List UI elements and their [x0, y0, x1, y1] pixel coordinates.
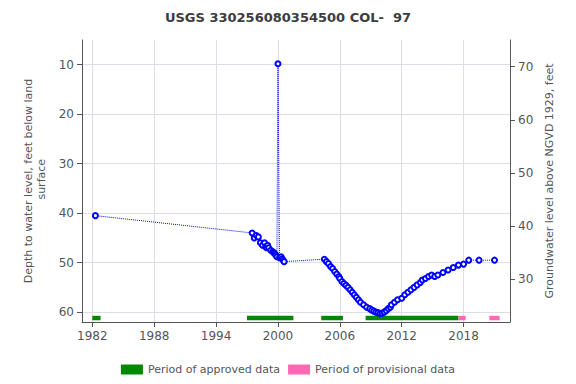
svg-text:10: 10	[59, 58, 74, 72]
svg-text:Depth to water level, feet bel: Depth to water level, feet below land	[22, 79, 35, 284]
svg-text:2000: 2000	[263, 329, 294, 343]
svg-text:1988: 1988	[139, 329, 170, 343]
svg-text:40: 40	[518, 219, 533, 233]
svg-text:50: 50	[59, 256, 74, 270]
svg-text:2006: 2006	[325, 329, 356, 343]
svg-text:1994: 1994	[201, 329, 232, 343]
svg-text:30: 30	[518, 272, 533, 286]
svg-text:50: 50	[518, 166, 533, 180]
svg-text:2012: 2012	[386, 329, 417, 343]
svg-text:60: 60	[59, 305, 74, 319]
svg-text:40: 40	[59, 206, 74, 220]
svg-text:70: 70	[518, 60, 533, 74]
svg-text:surface: surface	[35, 159, 48, 203]
svg-text:Period of provisional data: Period of provisional data	[315, 363, 455, 376]
svg-text:20: 20	[59, 107, 74, 121]
svg-text:30: 30	[59, 157, 74, 171]
svg-text:Groundwater level above NGVD 1: Groundwater level above NGVD 1929, feet	[543, 63, 556, 299]
svg-text:USGS 330256080354500 COL- 97: USGS 330256080354500 COL- 97	[165, 10, 411, 25]
svg-text:2018: 2018	[448, 329, 479, 343]
svg-text:Period of approved data: Period of approved data	[148, 363, 280, 376]
svg-text:1982: 1982	[77, 329, 108, 343]
svg-text:60: 60	[518, 113, 533, 127]
